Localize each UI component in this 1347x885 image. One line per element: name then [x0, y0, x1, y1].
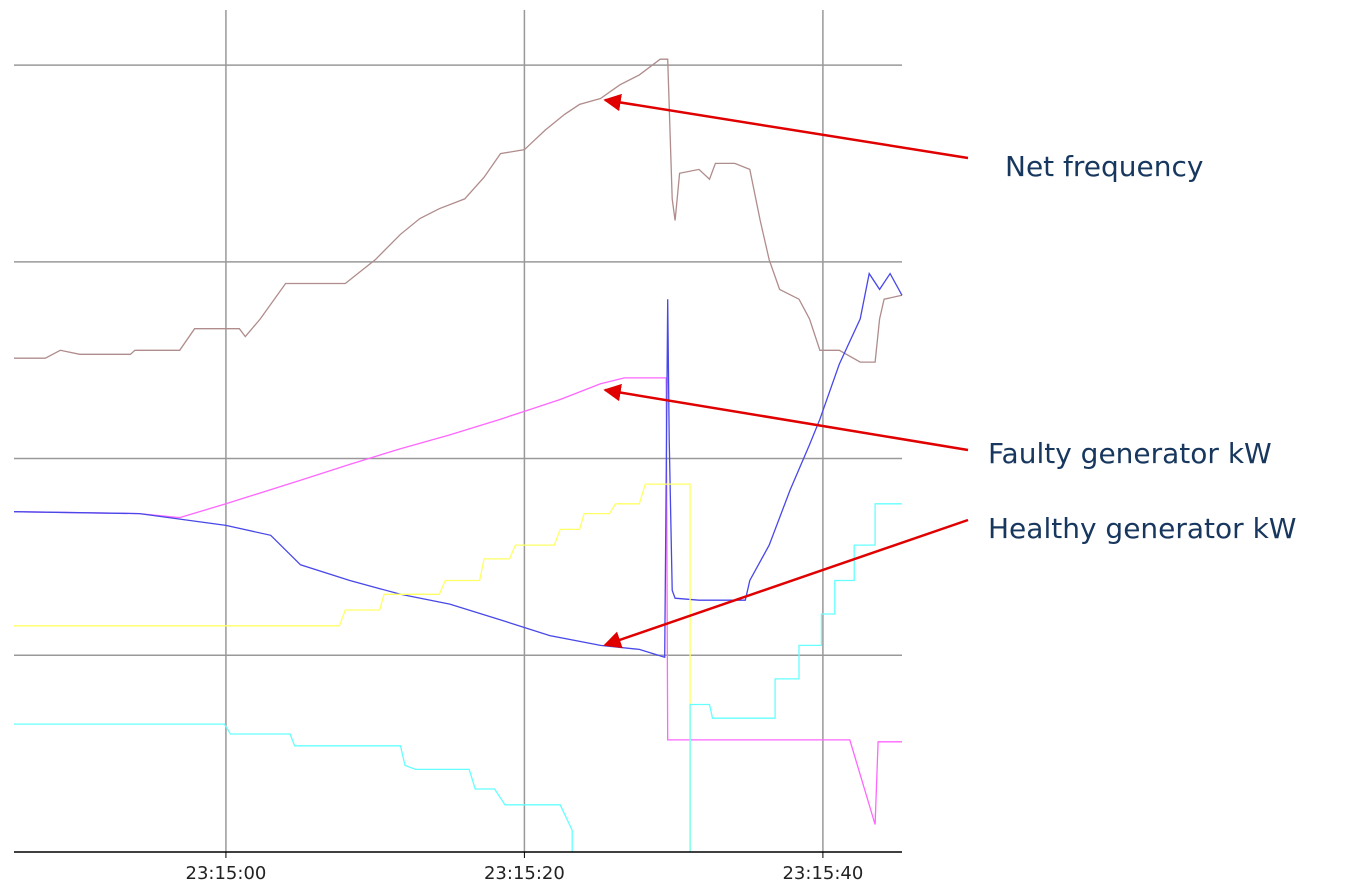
annotation-arrow — [603, 93, 969, 160]
series-line — [14, 503, 902, 852]
x-tick-label: 23:15:00 — [186, 863, 267, 884]
annotation: Faulty generator kW — [988, 437, 1272, 470]
x-tick-label: 23:15:40 — [782, 863, 863, 884]
annotation-arrow — [603, 383, 969, 452]
series-line — [14, 58, 903, 363]
series-line — [13, 271, 903, 659]
series-line — [14, 483, 691, 852]
annotation: Net frequency — [1005, 150, 1204, 183]
x-tick-label: 23:15:20 — [484, 863, 565, 884]
annotation: Healthy generator kW — [988, 512, 1296, 545]
series-line — [13, 377, 902, 825]
annotation-arrow — [603, 518, 969, 649]
